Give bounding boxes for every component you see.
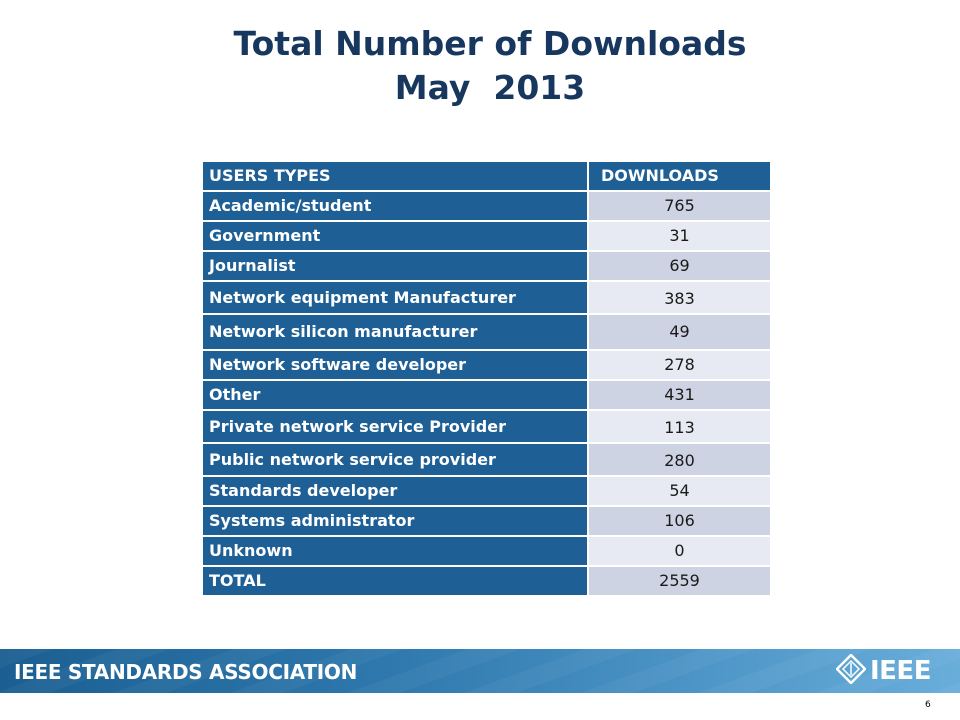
- user-type-cell: Network equipment Manufacturer: [201, 280, 589, 315]
- downloads-cell: 54: [587, 475, 772, 507]
- title-line-2: May 2013: [394, 68, 586, 107]
- downloads-cell: 765: [587, 190, 772, 222]
- footer-band: IEEE STANDARDS ASSOCIATION IEEE: [0, 649, 960, 693]
- table-row: Network silicon manufacturer 49: [201, 313, 772, 351]
- downloads-cell: 49: [587, 313, 772, 351]
- header-users-types: USERS TYPES: [201, 160, 589, 192]
- downloads-table: USERS TYPES DOWNLOADS Academic/student 7…: [201, 160, 772, 597]
- user-type-cell: Government: [201, 220, 589, 252]
- table-row: Other 431: [201, 379, 772, 411]
- table-row: Standards developer 54: [201, 475, 772, 507]
- user-type-cell: Systems administrator: [201, 505, 589, 537]
- downloads-cell: 278: [587, 349, 772, 381]
- table-row: Journalist 69: [201, 250, 772, 282]
- table-row: Systems administrator 106: [201, 505, 772, 537]
- table-row: Network equipment Manufacturer 383: [201, 280, 772, 315]
- downloads-cell: 31: [587, 220, 772, 252]
- downloads-cell: 280: [587, 442, 772, 477]
- user-type-cell: Private network service Provider: [201, 409, 589, 444]
- user-type-cell: Other: [201, 379, 589, 411]
- table-row: Unknown 0: [201, 535, 772, 567]
- table-row: Public network service provider 280: [201, 442, 772, 477]
- slide-title: Total Number of Downloads May 2013: [0, 22, 960, 110]
- user-type-cell: Academic/student: [201, 190, 589, 222]
- user-type-cell: Unknown: [201, 535, 589, 567]
- downloads-cell: 383: [587, 280, 772, 315]
- table-row: Academic/student 765: [201, 190, 772, 222]
- downloads-cell: 69: [587, 250, 772, 282]
- ieee-logo: IEEE: [835, 653, 931, 688]
- total-downloads-cell: 2559: [587, 565, 772, 597]
- downloads-cell: 431: [587, 379, 772, 411]
- table-row: Private network service Provider 113: [201, 409, 772, 444]
- table-row: Network software developer 278: [201, 349, 772, 381]
- downloads-cell: 113: [587, 409, 772, 444]
- header-downloads: DOWNLOADS: [587, 160, 772, 192]
- user-type-cell: Journalist: [201, 250, 589, 282]
- ieee-diamond-icon: [835, 653, 867, 688]
- title-line-1: Total Number of Downloads: [233, 24, 747, 63]
- downloads-cell: 0: [587, 535, 772, 567]
- user-type-cell: Standards developer: [201, 475, 589, 507]
- ieee-logo-text: IEEE: [870, 656, 931, 686]
- downloads-cell: 106: [587, 505, 772, 537]
- table-row-total: TOTAL 2559: [201, 565, 772, 597]
- user-type-cell: Network silicon manufacturer: [201, 313, 589, 351]
- table-row: Government 31: [201, 220, 772, 252]
- user-type-cell: Network software developer: [201, 349, 589, 381]
- user-type-cell: Public network service provider: [201, 442, 589, 477]
- total-label-cell: TOTAL: [201, 565, 589, 597]
- standards-association-logo-text: IEEE STANDARDS ASSOCIATION: [14, 660, 358, 684]
- page-number: 6: [925, 700, 931, 710]
